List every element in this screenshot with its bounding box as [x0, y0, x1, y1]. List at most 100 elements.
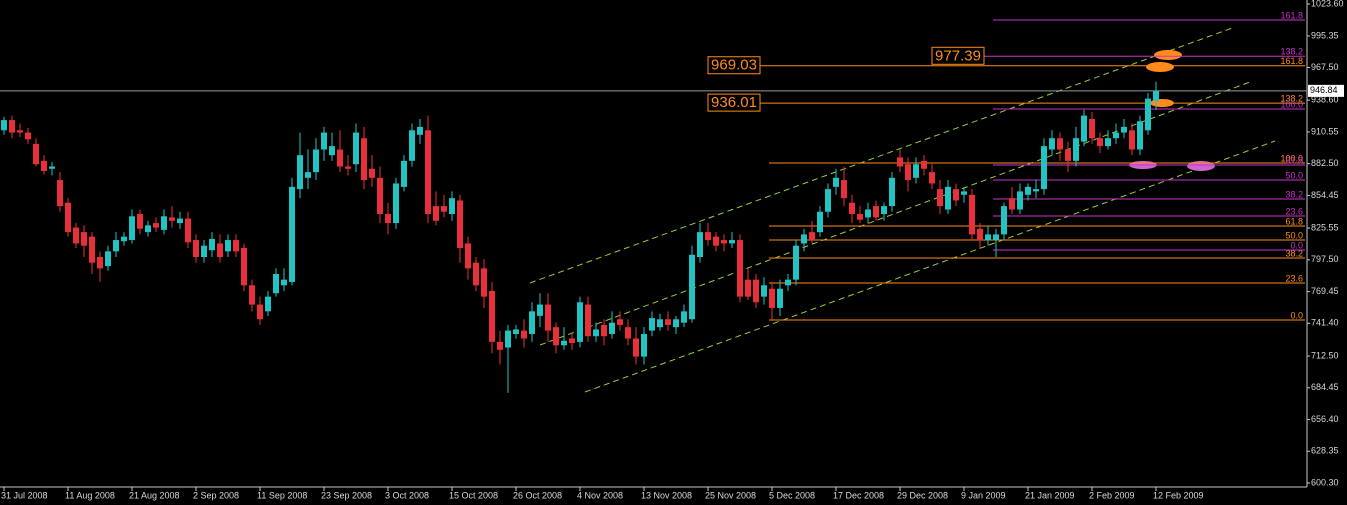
candle-body	[273, 273, 279, 294]
candle-body	[865, 209, 871, 218]
y-tick-label: 854.45	[1311, 190, 1339, 200]
candle-body	[49, 166, 55, 169]
candle-body	[417, 126, 423, 135]
x-tick-label: 3 Oct 2008	[385, 490, 429, 500]
x-tick-label: 31 Jul 2008	[1, 490, 48, 500]
candle-body	[25, 132, 31, 140]
candle-body	[777, 288, 783, 308]
last-price-box	[1308, 84, 1344, 97]
candle-body	[41, 160, 47, 172]
candle-body	[673, 319, 679, 328]
candle-body	[193, 240, 199, 258]
candle-body	[977, 228, 983, 241]
candle-body	[969, 194, 975, 235]
candle-body	[1105, 138, 1111, 147]
y-tick-label: 628.35	[1311, 446, 1339, 456]
candle-body	[169, 217, 175, 221]
fib-level-label: 61.8	[1285, 216, 1303, 226]
candle-body	[625, 327, 631, 339]
candle-body	[329, 146, 335, 156]
price-box-label: 977.39	[935, 47, 981, 64]
x-tick-label: 23 Sep 2008	[321, 490, 372, 500]
candle-body	[217, 243, 223, 258]
y-tick-label: 600.30	[1311, 477, 1339, 487]
candle-body	[737, 240, 743, 297]
candle-body	[745, 279, 751, 297]
candle-body	[177, 218, 183, 224]
candle-body	[113, 240, 119, 252]
candle-body	[729, 240, 735, 244]
candle-body	[457, 200, 463, 248]
candle-body	[393, 183, 399, 224]
candle-body	[633, 338, 639, 357]
candle-body	[129, 216, 135, 241]
candle-body	[593, 329, 599, 337]
candle-body	[1041, 146, 1047, 190]
candle-body	[409, 130, 415, 161]
x-tick-label: 21 Jan 2009	[1025, 490, 1075, 500]
candle-body	[985, 234, 991, 241]
candle-body	[937, 189, 943, 207]
fib-level-label: 138.2	[1280, 93, 1303, 103]
x-tick-label: 17 Dec 2008	[833, 490, 884, 500]
candle-body	[257, 304, 263, 320]
channel-line	[539, 81, 1251, 346]
y-tick-label: 1023.60	[1311, 0, 1344, 8]
candle-body	[233, 240, 239, 252]
y-tick-label: 967.50	[1311, 62, 1339, 72]
candle-body	[361, 138, 367, 181]
y-tick-label: 769.45	[1311, 286, 1339, 296]
x-tick-label: 2 Sep 2008	[193, 490, 239, 500]
y-tick-label: 797.50	[1311, 254, 1339, 264]
candle-body	[929, 172, 935, 184]
candle-body	[1073, 138, 1079, 161]
target-ellipse	[1154, 50, 1182, 60]
candle-body	[57, 180, 63, 207]
candle-body	[73, 227, 79, 244]
candle-body	[377, 177, 383, 215]
candle-body	[601, 324, 607, 337]
candle-body	[137, 214, 143, 229]
candle-body	[857, 214, 863, 220]
last-price-label: 946.84	[1310, 85, 1338, 95]
candle-body	[241, 247, 247, 286]
candle-body	[641, 333, 647, 357]
candle-body	[1033, 189, 1039, 192]
candle-body	[545, 304, 551, 331]
candle-body	[1153, 90, 1159, 101]
x-tick-label: 11 Sep 2008	[257, 490, 307, 500]
candle-body	[681, 311, 687, 323]
candle-body	[889, 177, 895, 207]
candle-body	[881, 206, 887, 215]
fib-level-label: 38.2	[1285, 248, 1303, 258]
candle-body	[961, 191, 967, 195]
y-tick-label: 995.35	[1311, 30, 1339, 40]
y-tick-label: 684.45	[1311, 382, 1339, 392]
candle-body	[321, 132, 327, 150]
x-tick-label: 15 Oct 2008	[449, 490, 498, 500]
price-box	[707, 56, 761, 75]
y-tick-label: 712.50	[1311, 350, 1339, 360]
candle-body	[1145, 98, 1151, 131]
candle-body	[897, 157, 903, 167]
candle-body	[1065, 149, 1071, 161]
candle-body	[289, 186, 295, 282]
x-tick-label: 29 Dec 2008	[897, 490, 948, 500]
candle-body	[281, 279, 287, 286]
y-tick-label: 938.60	[1311, 95, 1339, 105]
candle-body	[609, 322, 615, 334]
x-tick-label: 5 Dec 2008	[769, 490, 815, 500]
candle-body	[1017, 191, 1023, 210]
candle-body	[153, 223, 159, 228]
candle-body	[465, 243, 471, 269]
x-tick-label: 2 Feb 2009	[1089, 490, 1135, 500]
candle-body	[1049, 138, 1055, 150]
candle-body	[353, 132, 359, 165]
candle-body	[945, 186, 951, 210]
candle-body	[489, 290, 495, 342]
fib-level-label: 161.8	[1280, 10, 1303, 20]
candle-body	[249, 285, 255, 305]
x-tick-label: 11 Aug 2008	[65, 490, 115, 500]
